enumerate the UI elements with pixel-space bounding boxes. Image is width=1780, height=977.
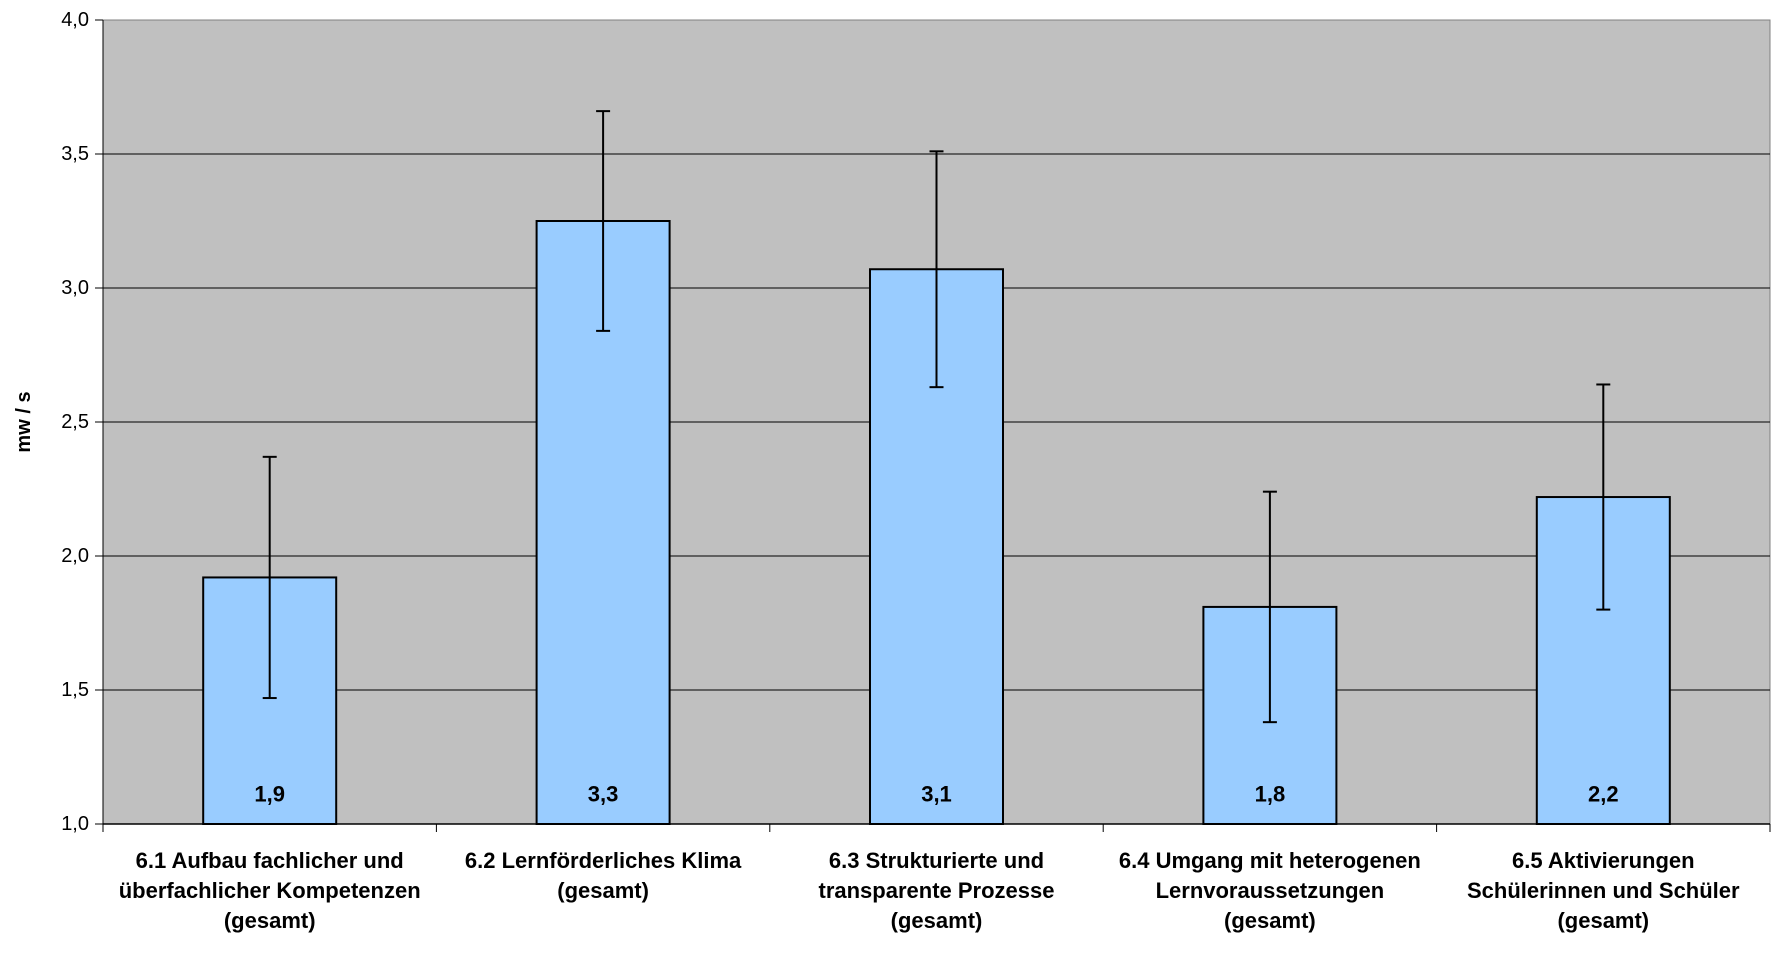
y-tick-label: 2,5 bbox=[61, 411, 89, 433]
category-label: 6.3 Strukturierte und transparente Proze… bbox=[818, 848, 1055, 933]
error-bars bbox=[262, 110, 1611, 724]
bar-value-label: 1,8 bbox=[1255, 782, 1286, 807]
bar-value-label: 2,2 bbox=[1588, 782, 1619, 807]
y-tick-label: 4,0 bbox=[61, 9, 89, 31]
y-axis-label: mw / s bbox=[13, 391, 35, 452]
bar bbox=[869, 268, 1004, 825]
category-label: 6.5 Aktivierungen Schülerinnen und Schül… bbox=[1467, 848, 1740, 933]
category-label: 6.1 Aufbau fachlicher und überfachlicher… bbox=[118, 848, 421, 933]
y-tick-label: 3,5 bbox=[61, 143, 89, 165]
y-tick-label: 3,0 bbox=[61, 277, 89, 299]
category-label: 6.4 Umgang mit heterogenen Lernvorausset… bbox=[1118, 848, 1421, 933]
bar-value-label: 3,1 bbox=[921, 782, 952, 807]
y-tick-label: 2,0 bbox=[61, 545, 89, 567]
bar-value-label: 1,9 bbox=[254, 782, 285, 807]
y-tick-label: 1,0 bbox=[61, 813, 89, 835]
x-axis bbox=[102, 823, 1771, 832]
value-labels: 1,9 3,3 3,1 1,8 2,2 bbox=[254, 782, 1618, 807]
y-tick-label: 1,5 bbox=[61, 679, 89, 701]
y-axis: 1,0 1,5 2,0 2,5 3,0 3,5 4,0 bbox=[61, 9, 104, 835]
category-label: 6.2 Lernförderliches Klima (gesamt) bbox=[464, 848, 742, 903]
bar-value-label: 3,3 bbox=[588, 782, 619, 807]
